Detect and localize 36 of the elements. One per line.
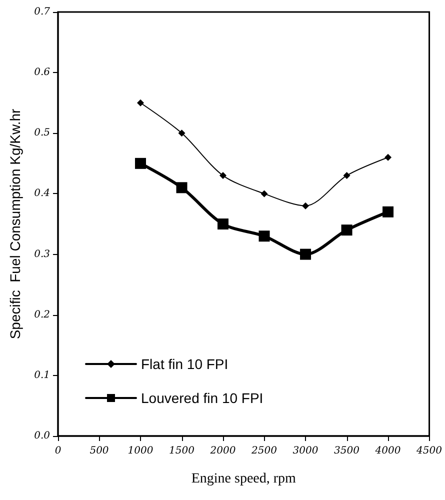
y-tick-label: 0.3 <box>34 248 50 260</box>
point <box>302 202 310 210</box>
point <box>258 230 270 242</box>
x-tick-label: 500 <box>90 446 110 456</box>
x-tick-label: 2500 <box>250 446 278 456</box>
y-tick-label: 0.2 <box>34 309 50 320</box>
point <box>220 172 227 180</box>
x-tick-label: 4500 <box>416 446 443 456</box>
point <box>300 248 312 260</box>
point <box>343 172 350 180</box>
point <box>176 182 188 194</box>
x-tick-label: 2000 <box>209 446 236 456</box>
point <box>137 99 144 106</box>
y-tick-label: 0.6 <box>34 67 51 78</box>
point <box>135 158 146 169</box>
x-axis-title: Engine speed, rpm <box>191 472 296 486</box>
legend-label: Flat fin 10 FPI <box>141 356 228 372</box>
y-tick-label: 0.4 <box>34 188 50 200</box>
point <box>341 224 352 236</box>
x-tick-label: 3500 <box>334 446 360 456</box>
x-tick-label: 0 <box>54 446 62 456</box>
legend-label: Louvered fin 10 FPI <box>141 390 264 406</box>
point <box>382 206 394 218</box>
x-tick-label: 3000 <box>292 446 319 456</box>
x-tick-label: 1000 <box>128 446 154 456</box>
point <box>260 190 268 198</box>
point <box>218 218 229 230</box>
point <box>384 154 392 161</box>
point <box>178 130 186 137</box>
x-tick-label: 4000 <box>374 446 402 456</box>
y-tick-label: 0.1 <box>34 370 50 381</box>
y-tick-label: 0.5 <box>34 128 50 139</box>
y-tick-label: 0.0 <box>34 430 51 442</box>
x-tick-label: 1500 <box>169 446 196 456</box>
y-axis-title: Specific Fuel Consumption Kg/Kw.hr <box>7 108 23 340</box>
y-tick-label: 0.7 <box>34 6 51 18</box>
